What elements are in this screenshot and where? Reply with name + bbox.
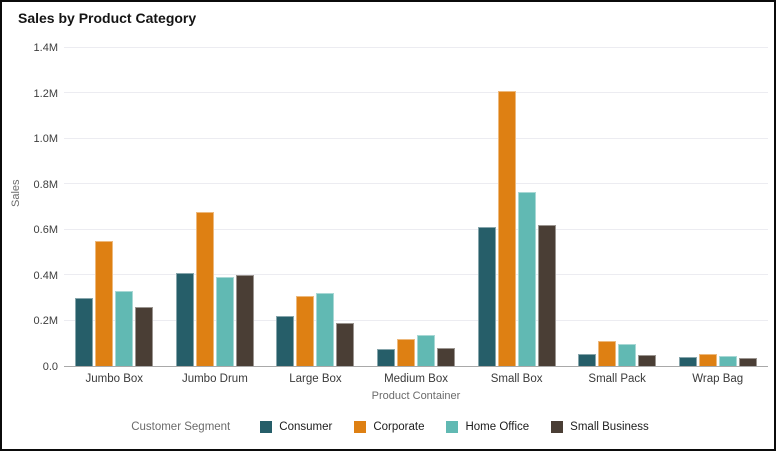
gridline-0.6: [64, 228, 768, 230]
bar-group-small-pack: [578, 48, 657, 366]
bar-jumbo-drum-consumer[interactable]: [175, 272, 194, 366]
y-tick-label-0.4M: 0.4M: [33, 269, 58, 282]
bar-small-box-consumer[interactable]: [477, 227, 496, 366]
bar-group-large-box: [276, 48, 355, 366]
bar-wrap-bag-small-business[interactable]: [738, 358, 757, 366]
gridline-1.2: [64, 92, 768, 94]
chart-title: Sales by Product Category: [18, 10, 197, 26]
bar-small-box-corporate[interactable]: [497, 91, 516, 366]
bar-wrap-bag-home-office[interactable]: [718, 355, 737, 366]
bar-large-box-small-business[interactable]: [336, 322, 355, 366]
bar-group-small-box: [477, 48, 556, 366]
y-tick-label-0.0: 0.0: [42, 361, 58, 373]
x-tick-label-medium-box: Medium Box: [384, 373, 448, 385]
x-tick-label-small-pack: Small Pack: [588, 373, 646, 385]
gridline-0.4: [64, 274, 768, 276]
legend-swatch-consumer: [260, 421, 273, 433]
bar-jumbo-box-consumer[interactable]: [75, 297, 94, 366]
y-tick-label-0.8M: 0.8M: [33, 178, 58, 191]
y-tick-label-1.4M: 1.4M: [33, 42, 58, 54]
legend-label-corporate: Corporate: [373, 421, 425, 433]
legend-item-corporate[interactable]: Corporate: [354, 421, 424, 433]
bar-small-pack-small-business[interactable]: [638, 354, 657, 366]
bar-large-box-consumer[interactable]: [276, 316, 295, 366]
bar-group-jumbo-box: [75, 48, 154, 366]
bar-jumbo-drum-home-office[interactable]: [215, 277, 234, 366]
bar-group-jumbo-drum: [175, 48, 254, 366]
y-tick-label-1.2M: 1.2M: [33, 87, 58, 100]
bar-jumbo-box-corporate[interactable]: [95, 241, 114, 366]
x-tick-label-small-box: Small Box: [490, 373, 543, 385]
gridline-1.4: [64, 47, 768, 48]
x-tick-label-wrap-bag: Wrap Bag: [692, 373, 744, 385]
bar-wrap-bag-corporate[interactable]: [698, 353, 717, 366]
x-axis-tick-labels: Jumbo Box Jumbo Drum Large Box Medium Box Sm…: [64, 373, 768, 385]
plot-area: [64, 47, 768, 367]
gridline-1: [64, 137, 768, 139]
x-tick-label-large-box: Large Box: [289, 373, 342, 385]
x-tick-label-jumbo-drum: Jumbo Drum: [181, 373, 248, 385]
legend-swatch-corporate: [354, 421, 367, 433]
x-tick-label-jumbo-box: Jumbo Box: [85, 373, 144, 385]
bar-large-box-corporate[interactable]: [296, 295, 315, 366]
bar-small-pack-home-office[interactable]: [618, 344, 637, 366]
legend-label-home-office: Home Office: [465, 421, 530, 433]
bar-medium-box-small-business[interactable]: [436, 347, 455, 366]
bar-jumbo-drum-small-business[interactable]: [235, 275, 254, 366]
x-axis-title: Product Container: [371, 390, 461, 402]
gridline-0.2: [64, 319, 768, 321]
bar-jumbo-box-home-office[interactable]: [115, 291, 134, 366]
bar-medium-box-home-office[interactable]: [416, 335, 435, 366]
y-tick-label-0.2M: 0.2M: [33, 315, 58, 328]
bar-wrap-bag-consumer[interactable]: [678, 356, 697, 366]
legend-swatch-home-office: [446, 421, 459, 433]
legend-item-small-business[interactable]: Small Business: [551, 421, 649, 433]
bar-jumbo-box-small-business[interactable]: [135, 306, 154, 366]
bar-small-pack-corporate[interactable]: [598, 341, 617, 366]
bar-group-medium-box: [376, 48, 455, 366]
bar-group-wrap-bag: [678, 48, 757, 366]
bar-small-box-small-business[interactable]: [537, 225, 556, 366]
bar-small-pack-consumer[interactable]: [578, 353, 597, 366]
legend-swatch-small-business: [551, 421, 564, 433]
legend: Customer Segment Consumer Corporate Home O…: [2, 421, 774, 433]
y-tick-label-1.0M: 1.0M: [33, 133, 58, 146]
legend-title: Customer Segment: [131, 421, 231, 433]
legend-item-consumer[interactable]: Consumer: [260, 421, 332, 433]
bar-medium-box-consumer[interactable]: [376, 348, 395, 366]
legend-label-small-business: Small Business: [570, 421, 649, 433]
bar-large-box-home-office[interactable]: [316, 293, 335, 366]
legend-label-consumer: Consumer: [279, 421, 333, 433]
y-tick-label-0.6M: 0.6M: [33, 224, 58, 237]
gridline-0.8: [64, 183, 768, 185]
legend-item-home-office[interactable]: Home Office: [446, 421, 529, 433]
y-axis-tick-labels: 0.0 0.2M 0.4M 0.6M 0.8M 1.0M 1.2M 1.4M: [2, 42, 58, 373]
bar-jumbo-drum-corporate[interactable]: [195, 211, 214, 366]
bar-small-box-home-office[interactable]: [517, 192, 536, 366]
bar-medium-box-corporate[interactable]: [396, 338, 415, 366]
